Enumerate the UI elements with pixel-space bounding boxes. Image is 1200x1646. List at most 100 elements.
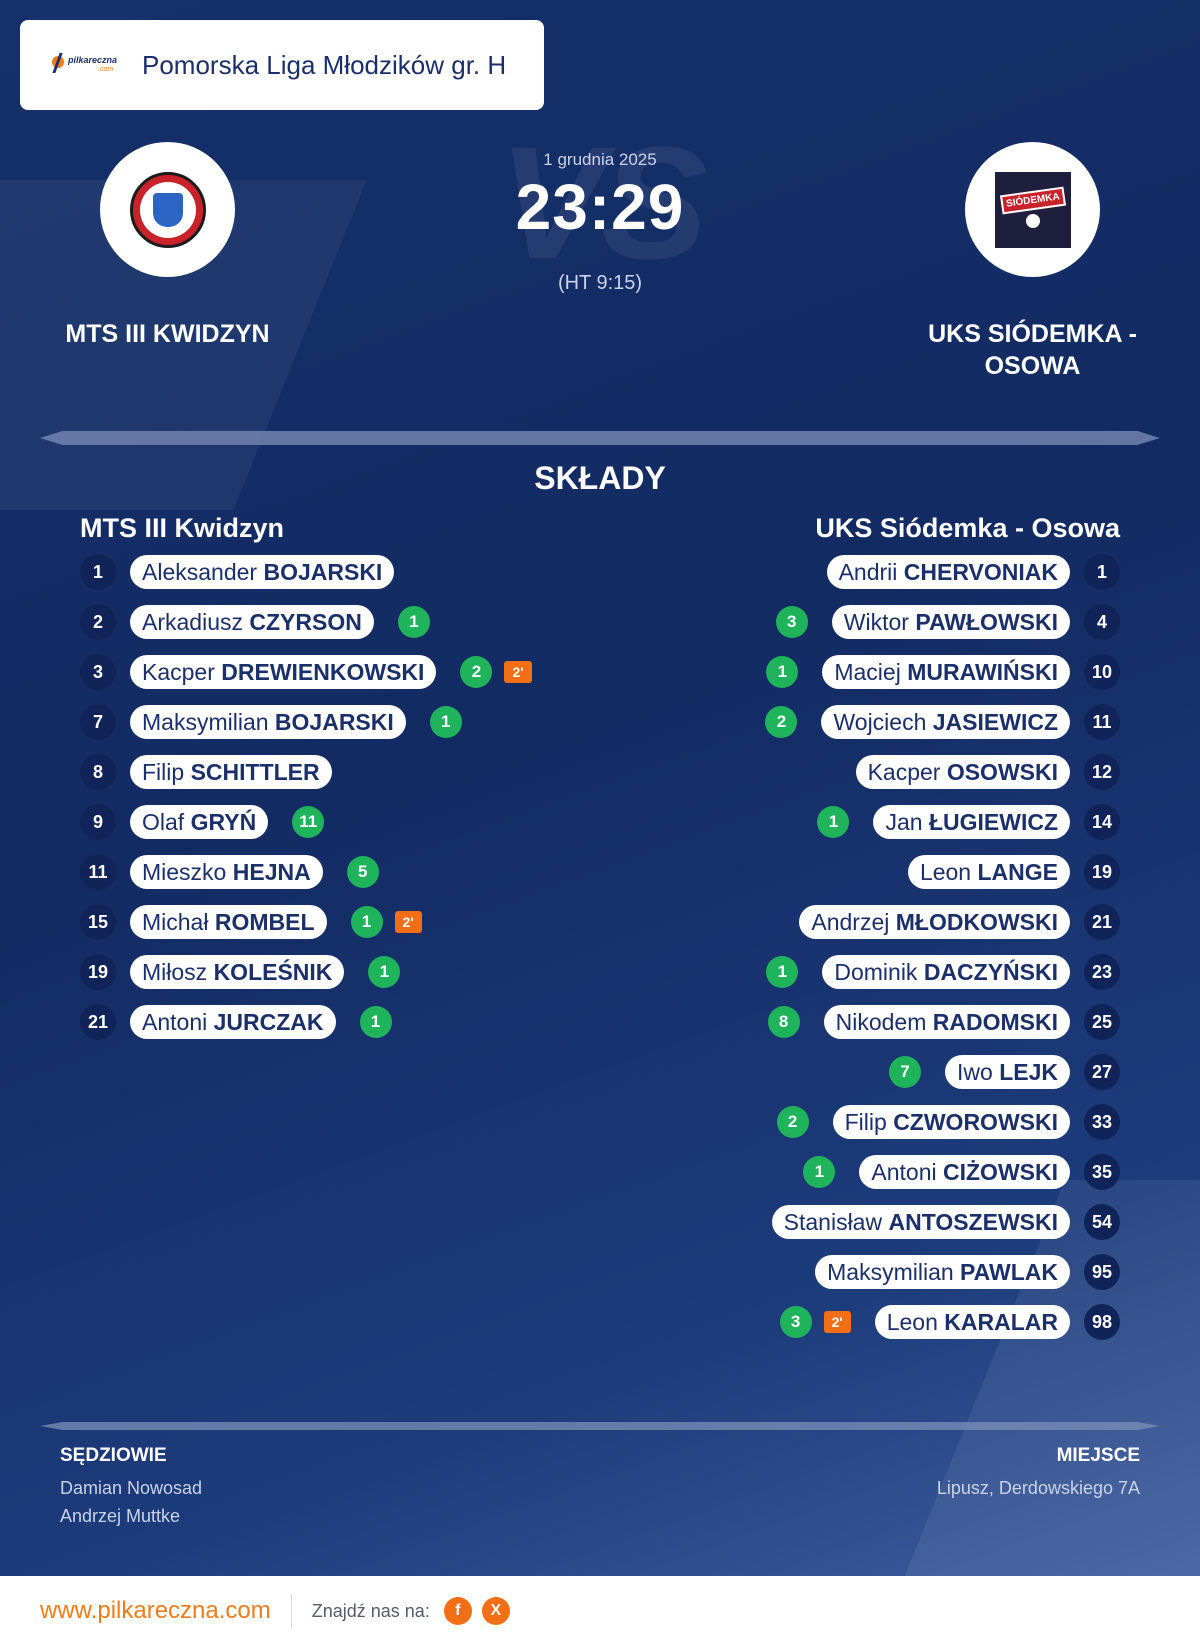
player-first-name: Andrzej xyxy=(811,909,890,935)
player-number: 19 xyxy=(1084,854,1120,890)
home-lineup-title: MTS III Kwidzyn xyxy=(80,513,285,543)
player-surname: ŁUGIEWICZ xyxy=(928,809,1058,835)
player-surname: DACZYŃSKI xyxy=(923,959,1058,985)
player-surname: JURCZAK xyxy=(213,1009,324,1035)
x-twitter-icon[interactable]: X xyxy=(481,1597,510,1625)
player-first-name: Maciej xyxy=(834,659,901,685)
player-first-name: Wiktor xyxy=(843,609,909,635)
player-first-name: Iwo xyxy=(957,1059,993,1085)
player-row: 2 Wojciech JASIEWICZ 11 xyxy=(580,704,1120,740)
player-name[interactable]: Kacper DREWIENKOWSKI xyxy=(130,655,437,689)
vs-watermark: VS xyxy=(498,113,707,292)
match-card: pilkareczna .com Pomorska Liga Młodzików… xyxy=(0,0,1200,1576)
player-name[interactable]: Leon LANGE xyxy=(907,855,1070,889)
player-number: 4 xyxy=(1084,604,1120,640)
player-name[interactable]: Maksymilian PAWLAK xyxy=(815,1255,1070,1289)
player-number: 33 xyxy=(1084,1104,1120,1140)
player-first-name: Antoni xyxy=(142,1009,208,1035)
player-name[interactable]: Michał ROMBEL xyxy=(130,905,327,939)
goals-badge: 3 xyxy=(775,606,808,638)
referee-name: Andrzej Muttke xyxy=(60,1506,181,1526)
player-first-name: Olaf xyxy=(142,809,185,835)
player-name[interactable]: Stanisław ANTOSZEWSKI xyxy=(771,1205,1070,1239)
player-name[interactable]: Antoni JURCZAK xyxy=(130,1005,336,1039)
player-name[interactable]: Leon KARALAR xyxy=(874,1305,1070,1339)
player-row: Andrzej MŁODKOWSKI 21 xyxy=(580,904,1120,940)
player-name[interactable]: Iwo LEJK xyxy=(945,1055,1070,1089)
player-first-name: Filip xyxy=(844,1109,887,1135)
player-name[interactable]: Wojciech JASIEWICZ xyxy=(821,705,1070,739)
player-name[interactable]: Filip CZWOROWSKI xyxy=(832,1105,1070,1139)
player-number: 35 xyxy=(1084,1154,1120,1190)
player-name[interactable]: Arkadiusz CZYRSON xyxy=(130,605,374,639)
player-row: 19 Miłosz KOLEŚNIK 1 xyxy=(80,954,620,990)
goals-badge: 2 xyxy=(765,706,798,738)
player-name[interactable]: Mieszko HEJNA xyxy=(130,855,323,889)
website-link[interactable]: www.pilkareczna.com xyxy=(40,1597,271,1624)
away-lineup: Andrii CHERVONIAK 1 3 Wiktor PAWŁOWSKI 4 1 Mac… xyxy=(580,554,1120,1355)
player-number: 27 xyxy=(1084,1054,1120,1090)
player-number: 25 xyxy=(1084,1004,1120,1040)
facebook-icon[interactable]: f xyxy=(443,1597,472,1625)
league-name: Pomorska Liga Młodzików gr. H xyxy=(142,49,507,80)
player-surname: SCHITTLER xyxy=(190,759,320,785)
venue-value: Lipusz, Derdowskiego 7A xyxy=(936,1478,1140,1498)
goals-badge: 8 xyxy=(767,1006,800,1038)
player-surname: CZWOROWSKI xyxy=(893,1109,1058,1135)
player-surname: DREWIENKOWSKI xyxy=(221,659,425,685)
player-number: 19 xyxy=(80,954,116,990)
footer: www.pilkareczna.com Znajdź nas na: f X xyxy=(0,1576,1200,1646)
player-number: 95 xyxy=(1084,1254,1120,1290)
goals-badge: 1 xyxy=(350,906,383,938)
player-surname: KOLEŚNIK xyxy=(213,959,333,985)
player-number: 23 xyxy=(1084,954,1120,990)
player-row: 1 Maciej MURAWIŃSKI 10 xyxy=(580,654,1120,690)
player-surname: CZYRSON xyxy=(249,609,362,635)
player-surname: PAWŁOWSKI xyxy=(915,609,1058,635)
player-name[interactable]: Maksymilian BOJARSKI xyxy=(130,705,406,739)
player-row: 1 Antoni CIŻOWSKI 35 xyxy=(580,1154,1120,1190)
player-row: 3 Kacper DREWIENKOWSKI 2 2' xyxy=(80,654,620,690)
player-name[interactable]: Olaf GRYŃ xyxy=(130,805,269,839)
player-name[interactable]: Nikodem RADOMSKI xyxy=(823,1005,1070,1039)
player-name[interactable]: Aleksander BOJARSKI xyxy=(130,555,395,589)
player-name[interactable]: Antoni CIŻOWSKI xyxy=(859,1155,1070,1189)
player-number: 11 xyxy=(80,854,116,890)
player-surname: CIŻOWSKI xyxy=(943,1159,1058,1185)
player-row: 3 Wiktor PAWŁOWSKI 4 xyxy=(580,604,1120,640)
goals-badge: 1 xyxy=(368,956,401,988)
player-first-name: Nikodem xyxy=(835,1009,927,1035)
player-first-name: Mieszko xyxy=(142,859,227,885)
player-surname: LANGE xyxy=(977,859,1059,885)
player-name[interactable]: Dominik DACZYŃSKI xyxy=(822,955,1070,989)
player-number: 12 xyxy=(1084,754,1120,790)
player-number: 3 xyxy=(80,654,116,690)
player-surname: LEJK xyxy=(999,1059,1058,1085)
player-row: 9 Olaf GRYŃ 11 xyxy=(80,804,620,840)
player-name[interactable]: Miłosz KOLEŚNIK xyxy=(130,955,345,989)
player-first-name: Miłosz xyxy=(142,959,208,985)
player-name[interactable]: Kacper OSOWSKI xyxy=(855,755,1070,789)
player-name[interactable]: Wiktor PAWŁOWSKI xyxy=(831,605,1070,639)
player-first-name: Maksymilian xyxy=(827,1259,954,1285)
player-name[interactable]: Andrzej MŁODKOWSKI xyxy=(799,905,1070,939)
suspension-badge: 2' xyxy=(504,661,532,683)
player-name[interactable]: Filip SCHITTLER xyxy=(130,755,332,789)
player-number: 7 xyxy=(80,704,116,740)
referees-title: SĘDZIOWIE xyxy=(60,1445,167,1466)
player-row: 2 Arkadiusz CZYRSON 1 xyxy=(80,604,620,640)
suspension-badge: 2' xyxy=(823,1311,851,1333)
player-name[interactable]: Maciej MURAWIŃSKI xyxy=(822,655,1070,689)
pilkareczna-logo[interactable]: pilkareczna .com xyxy=(50,51,122,79)
player-row: Andrii CHERVONIAK 1 xyxy=(580,554,1120,590)
player-number: 1 xyxy=(80,554,116,590)
match-score: 23:29 xyxy=(515,171,685,243)
home-lineup: 1 Aleksander BOJARSKI 2 Arkadiusz CZYRSON 1 3… xyxy=(80,554,620,1055)
venue-title: MIEJSCE xyxy=(1056,1445,1140,1466)
player-name[interactable]: Jan ŁUGIEWICZ xyxy=(873,805,1070,839)
player-name[interactable]: Andrii CHERVONIAK xyxy=(826,555,1070,589)
player-surname: HEJNA xyxy=(232,859,311,885)
player-first-name: Jan xyxy=(885,809,923,835)
player-row: 8 Filip SCHITTLER xyxy=(80,754,620,790)
player-row: 7 Maksymilian BOJARSKI 1 xyxy=(80,704,620,740)
